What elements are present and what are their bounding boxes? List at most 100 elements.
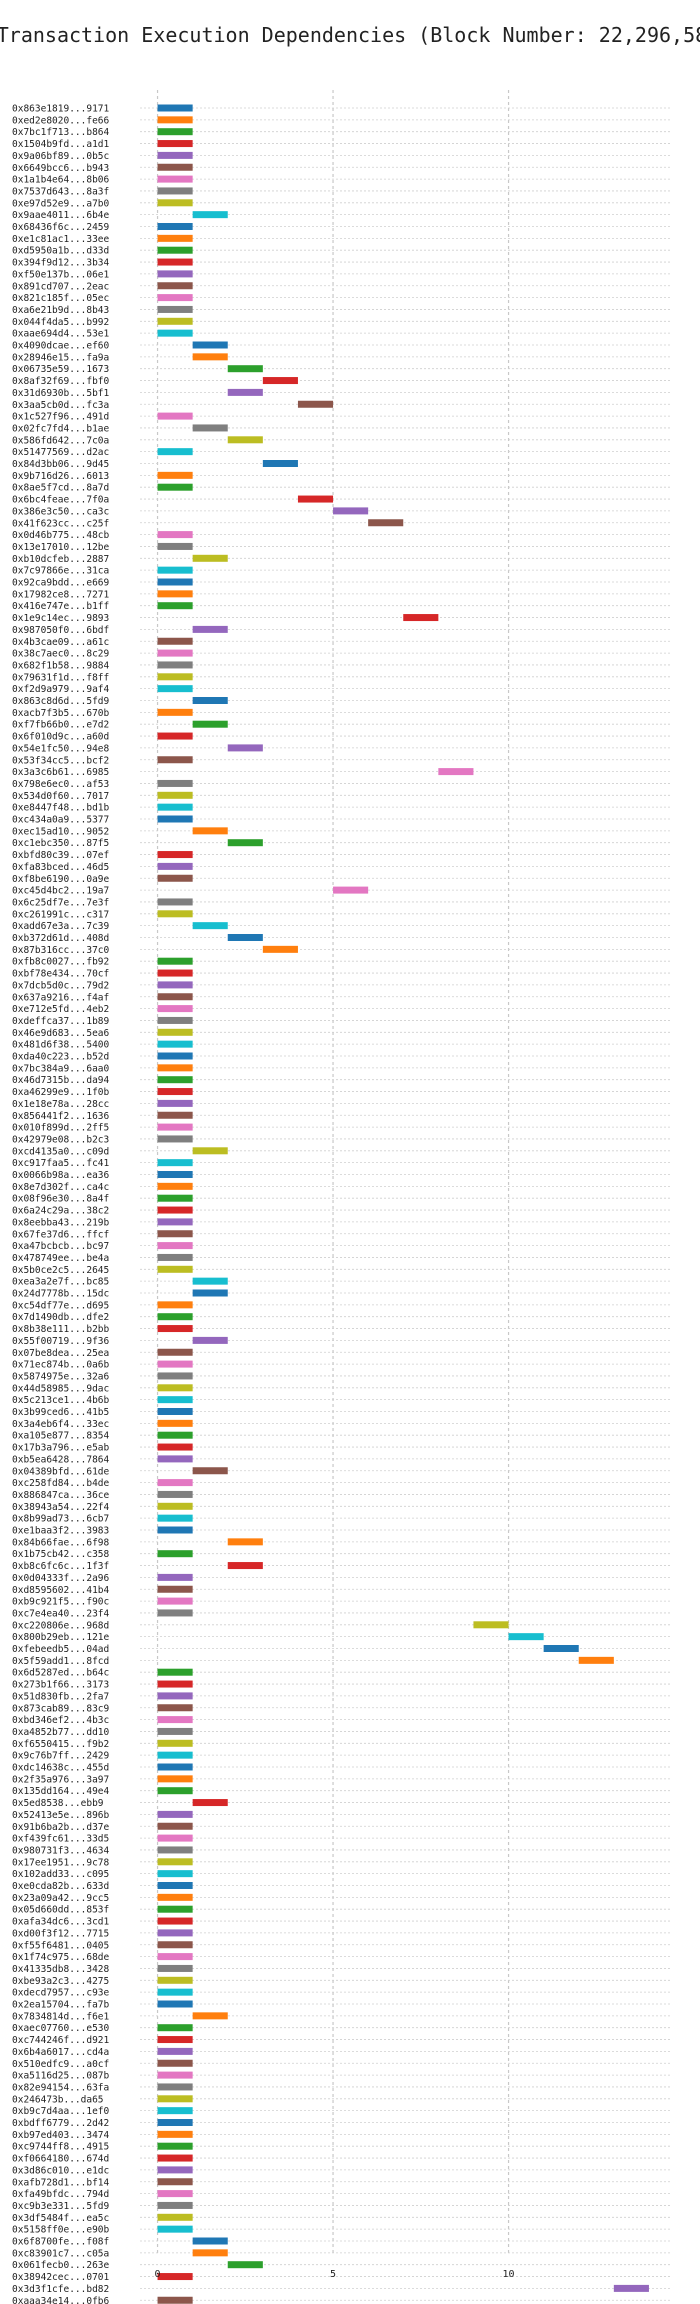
- transaction-label: 0x31d6930b...5bf1: [12, 388, 110, 399]
- dependency-bar: [157, 661, 193, 669]
- transaction-label: 0x42979e08...b2c3: [12, 1134, 109, 1145]
- transaction-label: 0x4b3cae09...a61c: [12, 637, 109, 648]
- transaction-label: 0x800b29eb...121e: [12, 1632, 110, 1643]
- dependency-bar: [157, 1490, 193, 1498]
- dependency-bar: [157, 1479, 193, 1487]
- transaction-label: 0xbdff6779...2d42: [12, 2118, 109, 2129]
- dependency-bar: [157, 246, 193, 254]
- bars-layer: [157, 104, 649, 2304]
- transaction-label: 0x873cab89...83c9: [12, 1703, 110, 1714]
- transaction-label: 0x8b99ad73...6cb7: [12, 1514, 109, 1525]
- transaction-label: 0x3d3f1cfe...bd82: [12, 2284, 109, 2295]
- dependency-bar: [157, 1846, 193, 1854]
- dependency-bar: [157, 1325, 193, 1333]
- transaction-label: 0x3a3c6b61...6985: [12, 767, 109, 778]
- dependency-bar: [157, 1502, 193, 1510]
- transaction-label: 0xfb8c0027...fb92: [12, 957, 109, 968]
- dependency-bar: [368, 519, 404, 527]
- dependency-bar: [227, 365, 263, 373]
- transaction-label: 0xda40c223...b52d: [12, 1052, 109, 1063]
- dependency-bar: [543, 1645, 579, 1652]
- dependency-bar: [157, 1834, 193, 1842]
- transaction-label: 0xc9744ff8...4915: [12, 2142, 109, 2153]
- dependency-bar: [157, 1384, 193, 1392]
- dependency-bar: [157, 258, 193, 266]
- dependency-bar: [157, 1775, 193, 1783]
- transaction-label: 0xf0664180...674d: [12, 2154, 109, 2165]
- transaction-label: 0x17982ce8...7271: [12, 589, 110, 600]
- dependency-bar: [157, 874, 193, 882]
- dependency-bar: [157, 199, 193, 207]
- dependency-bar: [157, 566, 193, 574]
- dependency-bar: [192, 353, 228, 361]
- dependency-bar: [157, 2107, 193, 2115]
- dependency-bar: [157, 175, 193, 183]
- dependency-bar: [157, 531, 193, 539]
- dependency-bar: [157, 1135, 193, 1143]
- transaction-label: 0x13e17010...12be: [12, 542, 110, 553]
- dependency-bar: [157, 1976, 193, 1984]
- dependency-bar: [157, 2095, 193, 2103]
- transaction-label: 0x534d0f60...7017: [12, 791, 109, 802]
- transaction-label: 0xbf78e434...70cf: [12, 969, 109, 980]
- dependency-bar: [157, 578, 193, 586]
- transaction-label: 0x8ae5f7cd...8a7d: [12, 483, 109, 494]
- transaction-label: 0xfebeedb5...04ad: [12, 1644, 109, 1655]
- chart-title: Transaction Execution Dependencies (Bloc…: [0, 23, 700, 47]
- transaction-label: 0x980731f3...4634: [12, 1845, 110, 1856]
- transaction-label: 0xe97d52e9...a7b0: [12, 198, 110, 209]
- dependency-bar: [157, 1194, 193, 1202]
- transaction-label: 0x8e7d302f...ca4c: [12, 1182, 109, 1193]
- transaction-label: 0xc1ebc350...87f5: [12, 838, 109, 849]
- dependency-bar: [157, 483, 193, 491]
- dependency-bar: [157, 2083, 193, 2091]
- transaction-label: 0x5158ff0e...e90b: [12, 2225, 110, 2236]
- dependency-bar: [157, 223, 193, 230]
- dependency-bar: [157, 187, 193, 195]
- dependency-bar: [157, 1893, 193, 1901]
- dependency-bar: [157, 851, 193, 859]
- dependency-bar: [157, 1431, 193, 1439]
- dependency-bar: [157, 1953, 193, 1961]
- dependency-bar: [157, 163, 193, 171]
- transaction-label: 0xa4852b77...dd10: [12, 1727, 110, 1738]
- transaction-label: 0x6649bcc6...b943: [12, 163, 109, 174]
- transaction-label: 0xcd4135a0...c09d: [12, 1146, 109, 1157]
- transaction-label: 0xc54df77e...d695: [12, 1300, 109, 1311]
- transaction-label: 0x38c7aec0...8c29: [12, 649, 110, 660]
- transaction-label: 0x3aa5cb0d...fc3a: [12, 400, 109, 411]
- transaction-label: 0xfa49bfdc...794d: [12, 2189, 109, 2200]
- dependency-bar: [157, 1052, 193, 1060]
- transaction-label: 0xafb728d1...bf14: [12, 2177, 110, 2188]
- dependency-bar: [157, 2000, 193, 2008]
- dependency-bar: [297, 495, 334, 503]
- dependency-bar: [192, 922, 228, 930]
- transaction-label: 0x246473b...da65: [12, 2094, 104, 2105]
- dependency-bar: [192, 625, 228, 633]
- transaction-label: 0xe1c81ac1...33ee: [12, 234, 110, 245]
- dependency-bar: [227, 934, 263, 941]
- dependency-bar: [157, 2201, 193, 2209]
- transaction-label: 0x510edfc9...a0cf: [12, 2059, 109, 2070]
- transaction-label: 0x04389bfd...61de: [12, 1466, 110, 1477]
- transaction-label: 0x38942cec...0701: [12, 2272, 110, 2283]
- transaction-label: 0x886847ca...36ce: [12, 1490, 110, 1501]
- dependency-bar: [157, 1218, 193, 1226]
- dependency-bar: [157, 2296, 193, 2304]
- dependency-bar: [227, 388, 263, 396]
- transaction-label: 0x5f59add1...8fcd: [12, 1656, 109, 1667]
- dependency-bar: [157, 1751, 193, 1759]
- dependency-bar: [157, 2142, 193, 2150]
- dependency-bar: [157, 910, 193, 918]
- dependency-bar: [157, 779, 193, 787]
- transaction-label: 0x7bc384a9...6aa0: [12, 1063, 110, 1074]
- dependency-bar: [157, 2273, 193, 2281]
- dependency-bar: [157, 602, 193, 610]
- dependency-bar: [157, 637, 193, 645]
- dependency-bar: [157, 1076, 193, 1084]
- dependency-bar: [157, 1597, 193, 1605]
- transaction-label: 0xa6e21b9d...8b43: [12, 305, 109, 316]
- dependency-bar: [157, 1443, 193, 1451]
- dependency-bar: [438, 768, 474, 776]
